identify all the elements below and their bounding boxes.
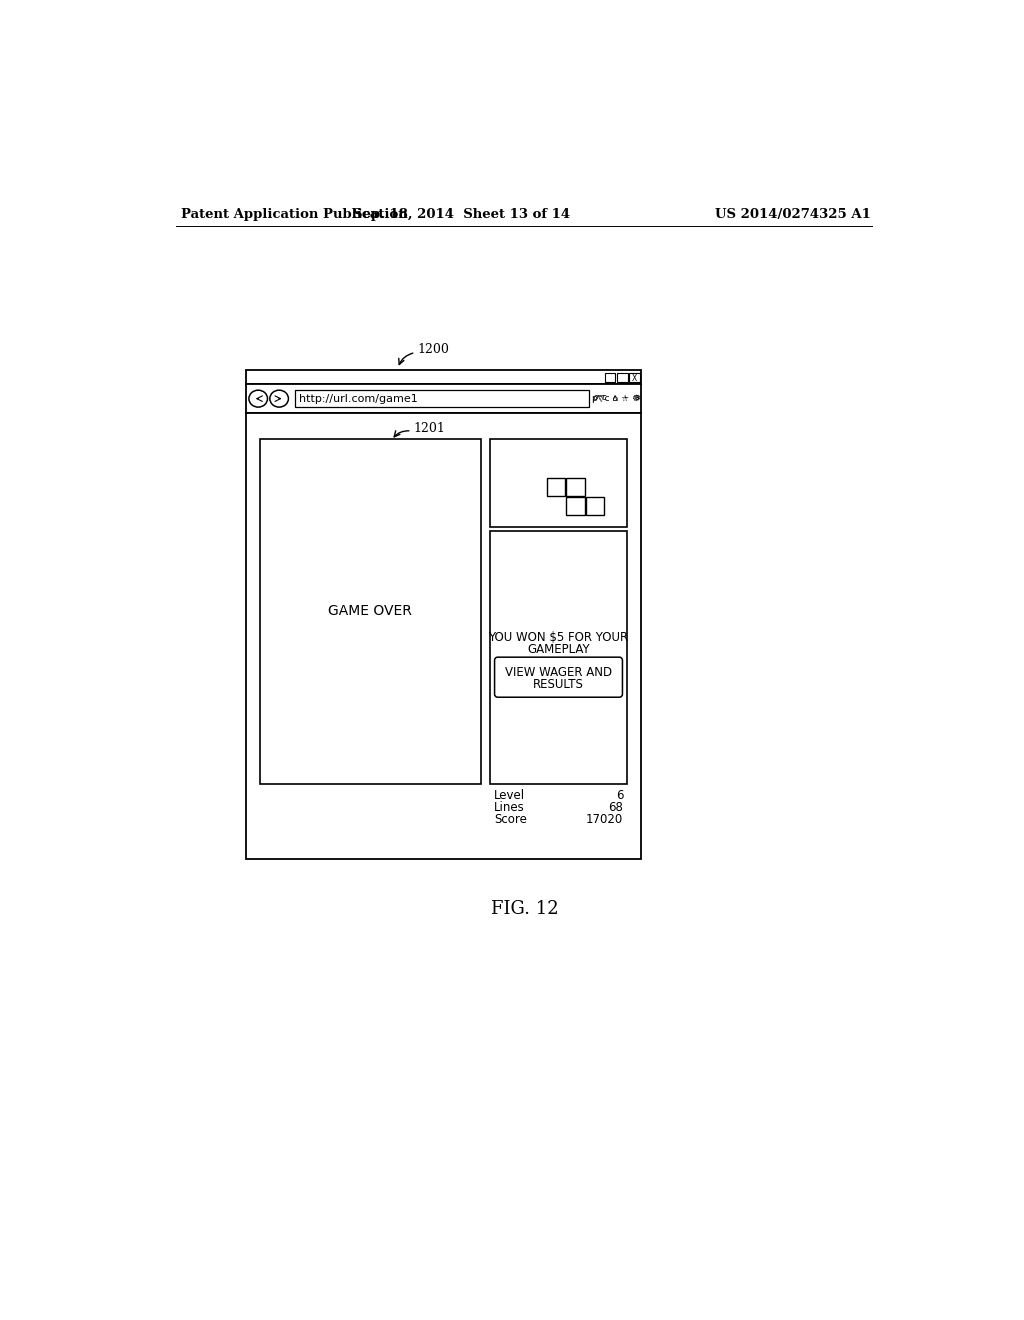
Text: GAME OVER: GAME OVER	[329, 605, 412, 618]
Text: YOU WON $5 FOR YOUR: YOU WON $5 FOR YOUR	[488, 631, 629, 644]
Text: 6: 6	[615, 788, 624, 801]
Text: US 2014/0274325 A1: US 2014/0274325 A1	[715, 209, 870, 222]
Text: Level: Level	[494, 788, 525, 801]
Text: GAMEPLAY: GAMEPLAY	[527, 643, 590, 656]
Ellipse shape	[270, 391, 289, 407]
Bar	[630, 374, 640, 381]
Bar	[566, 496, 585, 515]
Text: Sep. 18, 2014  Sheet 13 of 14: Sep. 18, 2014 Sheet 13 of 14	[352, 209, 569, 222]
Bar	[489, 438, 627, 527]
Bar	[586, 496, 604, 515]
Bar	[295, 391, 589, 407]
Bar	[489, 531, 627, 784]
Ellipse shape	[249, 391, 267, 407]
Bar	[260, 438, 480, 784]
Text: $\rho$$\triangledown$c  $\wedge$  $\star$  $\otimes$: $\rho$$\triangledown$c $\wedge$ $\star$ …	[592, 393, 642, 404]
Bar	[246, 384, 641, 413]
Bar	[246, 413, 641, 859]
FancyBboxPatch shape	[495, 657, 623, 697]
Bar	[566, 478, 585, 496]
Text: Lines: Lines	[494, 801, 524, 814]
Text: X: X	[632, 374, 638, 383]
Bar	[617, 374, 628, 381]
Text: Patent Application Publication: Patent Application Publication	[180, 209, 408, 222]
Text: 17020: 17020	[586, 813, 624, 826]
Bar	[547, 478, 565, 496]
Text: RESULTS: RESULTS	[534, 678, 584, 692]
Text: 68: 68	[608, 801, 624, 814]
Text: http://url.com/game1: http://url.com/game1	[299, 395, 417, 404]
Text: 1201: 1201	[414, 422, 445, 436]
Text: FIG. 12: FIG. 12	[490, 900, 559, 919]
Bar	[604, 374, 615, 381]
Text: VIEW WAGER AND: VIEW WAGER AND	[505, 667, 612, 678]
Text: p▽c ⌂ ☆ ⚙: p▽c ⌂ ☆ ⚙	[592, 395, 640, 403]
Text: Score: Score	[494, 813, 526, 826]
Text: 1200: 1200	[418, 343, 450, 356]
Bar	[246, 370, 641, 384]
